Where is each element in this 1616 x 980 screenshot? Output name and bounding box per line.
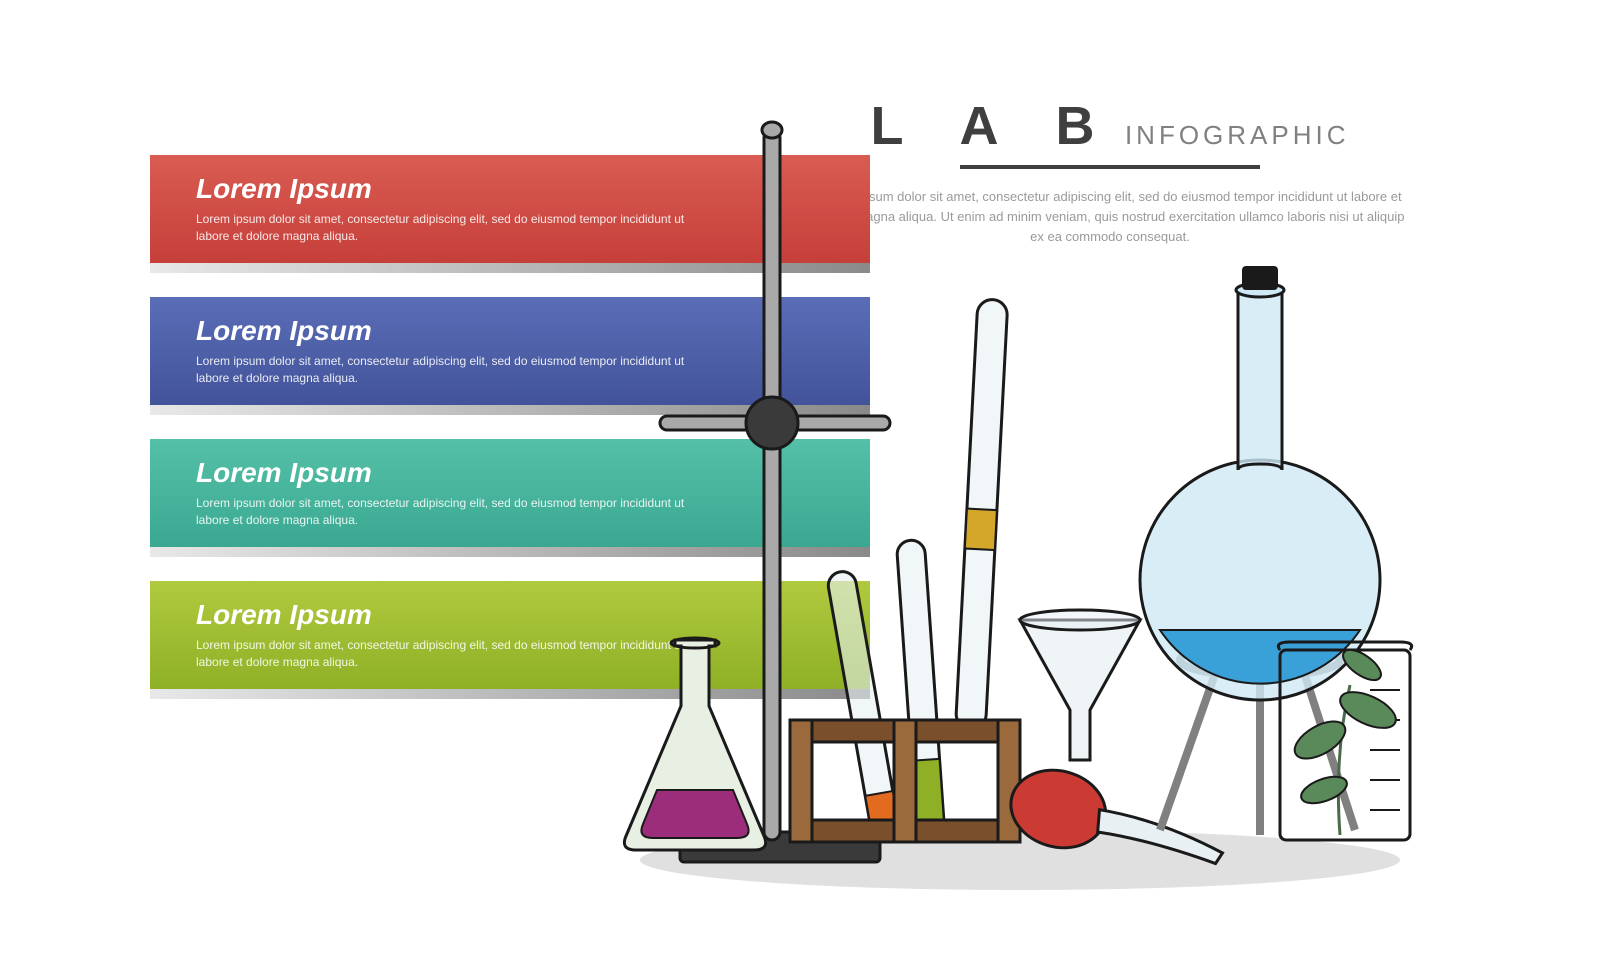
- lab-illustration: [600, 120, 1430, 900]
- round-flask-icon: [1140, 266, 1380, 835]
- erlenmeyer-flask-icon: [624, 638, 765, 850]
- test-tube-rack-icon: [790, 299, 1020, 842]
- funnel-icon: [1020, 610, 1140, 760]
